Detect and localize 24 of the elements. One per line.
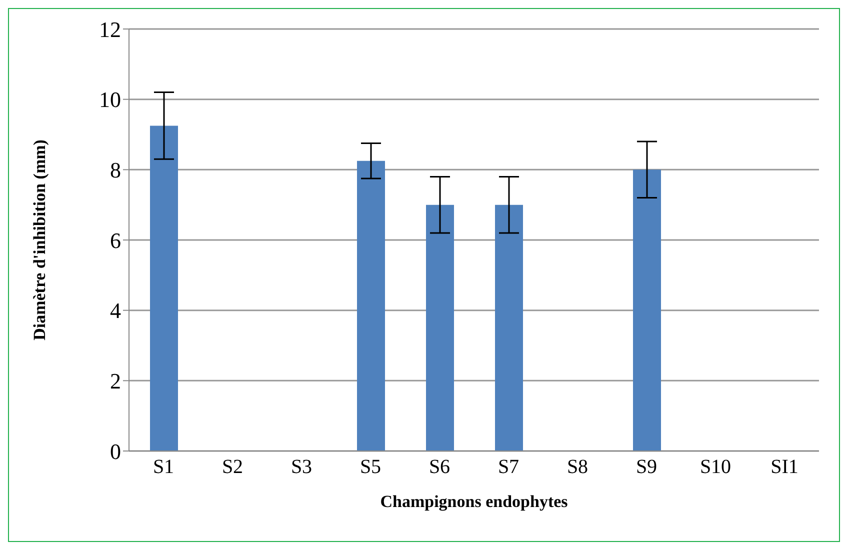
x-tick-label: S10 — [700, 456, 732, 478]
y-tick-label: 6 — [110, 228, 121, 253]
x-tick-label: S1 — [152, 456, 174, 478]
bar — [357, 160, 385, 451]
x-tick-label: S8 — [566, 456, 588, 478]
y-tick-label: 12 — [99, 16, 121, 42]
bar — [495, 204, 523, 451]
x-axis-title: Champignons endophytes — [380, 492, 568, 511]
x-tick-label: S3 — [290, 456, 312, 478]
y-tick-label: 8 — [110, 157, 121, 182]
bar — [426, 204, 454, 451]
y-tick-label: 4 — [110, 298, 121, 324]
x-tick-label: SI1 — [770, 456, 798, 478]
x-tick-label: S6 — [428, 456, 450, 478]
x-tick-label: S7 — [498, 456, 520, 478]
y-tick-label: 10 — [99, 87, 121, 112]
y-axis-title: Diamètre d'inhibition (mm) — [30, 140, 50, 340]
y-tick-label: 0 — [110, 438, 121, 464]
x-tick-label: S2 — [222, 456, 244, 478]
bar — [633, 170, 661, 451]
x-tick-label: S5 — [360, 456, 382, 478]
y-tick-label: 2 — [110, 368, 121, 394]
bar — [150, 126, 178, 451]
x-tick-label: S9 — [636, 456, 658, 478]
